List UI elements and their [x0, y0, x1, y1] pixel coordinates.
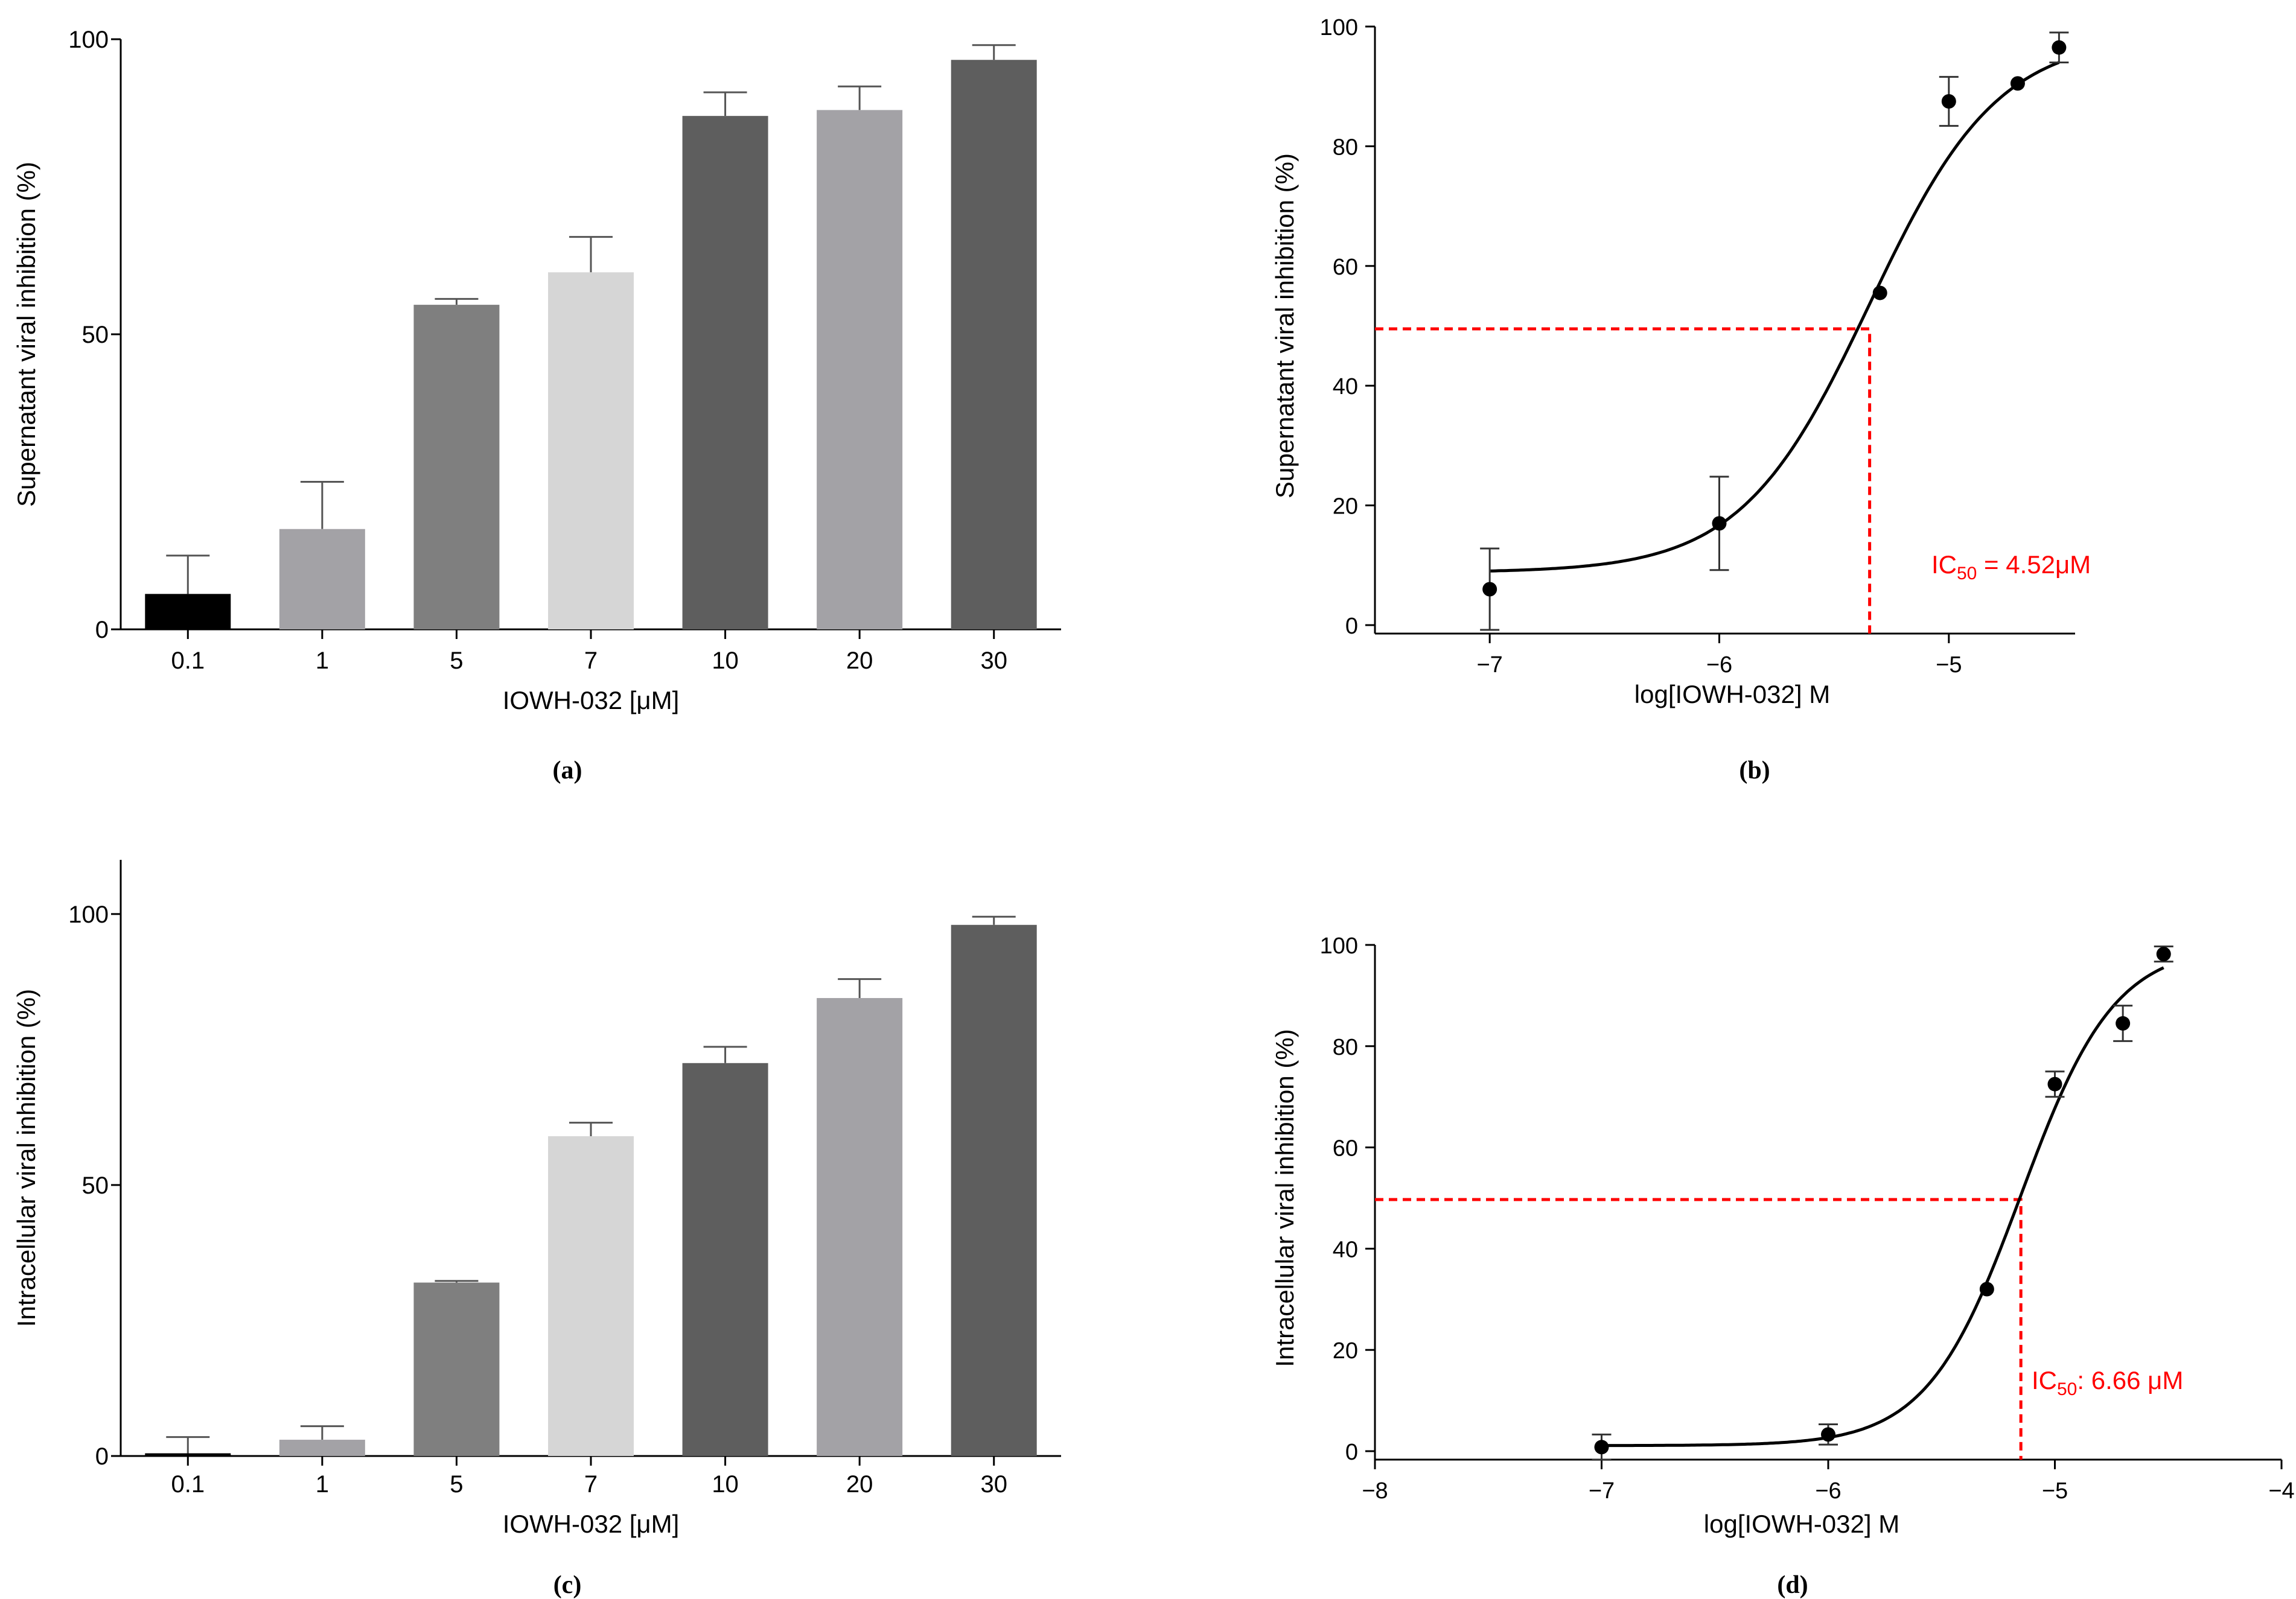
x-tick-label: −8 [1362, 1478, 1388, 1504]
x-tick-label: 7 [584, 647, 598, 674]
x-tick-label: −6 [1815, 1478, 1841, 1504]
ic50-prefix: IC [1931, 550, 1957, 579]
x-tick-label: 5 [450, 647, 463, 674]
x-tick-label: −5 [1936, 652, 1962, 678]
bar-7 [548, 272, 634, 629]
x-tick-label: −7 [1476, 652, 1502, 678]
x-tick-label: 0.1 [171, 647, 205, 674]
bar-5 [413, 1282, 500, 1456]
y-tick-label: 60 [1333, 255, 1358, 280]
bar-0.1 [145, 1453, 231, 1456]
chart-b: 0 20 40 60 80 100 −7 −6 −5 IC50 = 4.52μM Supernata… [1271, 15, 2091, 784]
bar-5 [413, 305, 500, 630]
y-tick-label: 100 [1320, 933, 1358, 959]
data-point [1482, 582, 1497, 597]
panel-label: (a) [553, 757, 582, 784]
x-axis-title: IOWH-032 [μM] [503, 1510, 680, 1538]
x-tick-label: 10 [712, 647, 739, 674]
bar-1 [279, 529, 365, 629]
y-tick-label: 40 [1333, 1237, 1358, 1262]
chart-c: 0 50 100 0.1 1 5 7 10 20 30 Intracellular viral in… [12, 860, 1061, 1599]
y-tick-label: 0 [1345, 614, 1358, 639]
ic50-guide-line [1375, 327, 1872, 634]
y-tick-label: 100 [68, 901, 109, 928]
x-tick-label: 0.1 [171, 1471, 205, 1498]
x-tick-label: 10 [712, 1471, 739, 1498]
y-tick-label: 20 [1333, 1338, 1358, 1364]
bar-10 [682, 1063, 768, 1456]
x-tick-label: 30 [980, 647, 1007, 674]
data-point [2010, 76, 2025, 91]
data-point [1594, 1440, 1609, 1455]
data-point [1712, 516, 1727, 531]
x-tick-label: −6 [1706, 652, 1732, 678]
y-tick-label: 0 [1345, 1440, 1358, 1465]
y-tick-label: 20 [1333, 494, 1358, 520]
fit-curve [1490, 61, 2060, 573]
x-tick-label: −7 [1589, 1478, 1615, 1504]
data-point [1941, 94, 1956, 109]
y-axis-title: Intracellular viral inhibition (%) [1271, 1029, 1299, 1367]
ic50-guide-line [1375, 1198, 2023, 1460]
data-point [1821, 1427, 1835, 1442]
x-tick-label: 20 [846, 1471, 873, 1498]
data-point [2116, 1016, 2131, 1031]
y-tick-label: 0 [95, 1443, 109, 1470]
bar-1 [279, 1440, 365, 1456]
y-axis-title: Intracellular viral inhibition (%) [12, 989, 40, 1327]
y-tick-label: 50 [82, 322, 109, 348]
data-point [2156, 947, 2171, 962]
data-point [2047, 1076, 2062, 1092]
y-axis-title: Supernatant viral inhibition (%) [1271, 153, 1299, 498]
y-tick-label: 100 [68, 27, 109, 53]
ic50-subscript: 50 [2057, 1379, 2077, 1399]
chart-a: 0 50 100 0.1 1 5 7 10 20 30 Supernatant viral inhi… [12, 27, 1061, 784]
bar-20 [817, 998, 903, 1456]
y-tick-label: 80 [1333, 135, 1358, 160]
x-tick-label: 20 [846, 647, 873, 674]
x-tick-label: 1 [316, 647, 329, 674]
ic50-annotation: IC50 = 4.52μM [1931, 550, 2091, 583]
ic50-value: : 6.66 μM [2077, 1366, 2183, 1394]
y-tick-label: 0 [95, 617, 109, 643]
x-axis-title: log[IOWH-032] M [1634, 680, 1830, 708]
bar-30 [951, 924, 1037, 1456]
y-tick-label: 100 [1320, 15, 1358, 40]
ic50-prefix: IC [2032, 1366, 2057, 1394]
x-tick-label: 30 [980, 1471, 1007, 1498]
x-axis-title: IOWH-032 [μM] [503, 686, 680, 714]
y-tick-label: 40 [1333, 374, 1358, 399]
ic50-value: = 4.52μM [1977, 550, 2091, 579]
data-point [1872, 285, 1887, 300]
x-axis-title: log[IOWH-032] M [1704, 1510, 1899, 1538]
x-tick-label: −5 [2042, 1478, 2068, 1504]
y-tick-label: 80 [1333, 1035, 1358, 1060]
chart-d: 0 20 40 60 80 100 −8 −7 −6 −5 −4 IC50: 6.66 μM Intra… [1271, 933, 2295, 1599]
bar-0.1 [145, 594, 231, 629]
bar-7 [548, 1136, 634, 1456]
x-tick-label: −4 [2268, 1478, 2294, 1504]
y-tick-label: 50 [82, 1172, 109, 1199]
x-tick-label: 5 [450, 1471, 463, 1498]
fit-curve [1601, 966, 2164, 1448]
panel-label: (d) [1777, 1571, 1808, 1599]
panel-label: (b) [1739, 757, 1770, 784]
data-point [2052, 40, 2067, 55]
y-axis-title: Supernatant viral inhibition (%) [12, 162, 40, 507]
ic50-subscript: 50 [1957, 564, 1977, 583]
x-tick-label: 7 [584, 1471, 598, 1498]
y-tick-label: 60 [1333, 1136, 1358, 1162]
bar-10 [682, 116, 768, 629]
ic50-annotation: IC50: 6.66 μM [2032, 1366, 2183, 1399]
data-point [1979, 1282, 1994, 1297]
panel-label: (c) [553, 1571, 582, 1599]
x-tick-label: 1 [316, 1471, 329, 1498]
bar-20 [817, 110, 903, 630]
bar-30 [951, 60, 1037, 630]
